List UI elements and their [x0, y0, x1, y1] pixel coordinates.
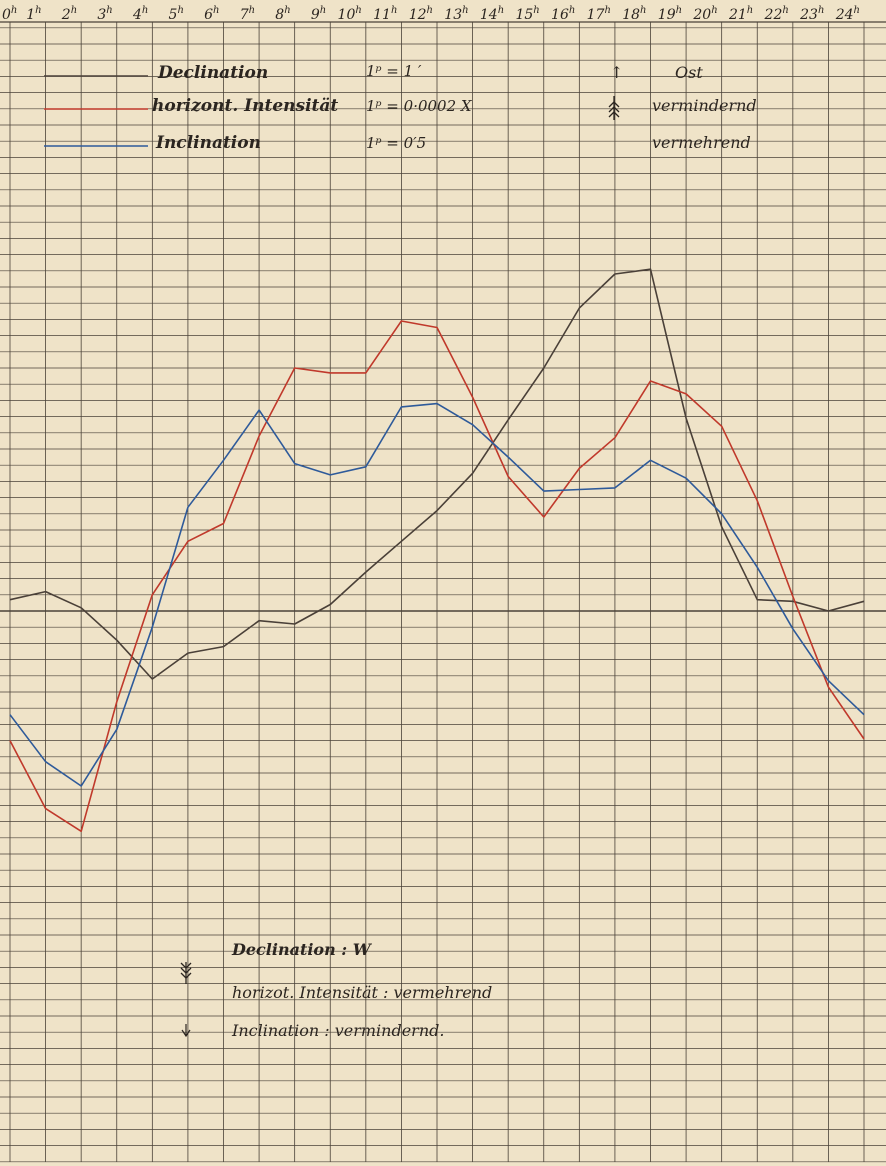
legend-direction-declination: Ost	[675, 63, 703, 82]
legend-scale-horizontal-intensity: 1ᵖ = 0·0002 X	[366, 97, 473, 115]
note-inclination: Inclination : vermindernd.	[231, 1021, 444, 1040]
note-declination: Declination : W	[231, 940, 373, 959]
legend: Declination 1ᵖ = 1 ′ ↑ Ost horizont. Int…	[44, 62, 757, 153]
series-line-horizont-intensit-t	[9, 320, 865, 833]
legend-direction-inclination: vermehrend	[652, 133, 751, 152]
note-inclination-arrow-icon	[181, 1024, 191, 1038]
grid-lines	[0, 21, 886, 1163]
series-line-declination	[9, 268, 865, 680]
ost-arrow-icon: ↑	[610, 63, 623, 82]
note-horizontal-intensity: horizot. Intensität : vermehrend	[232, 983, 492, 1002]
legend-label-horizontal-intensity: horizont. Intensität	[152, 96, 338, 116]
note-declination-arrow-icon	[180, 962, 192, 984]
double-feather-arrow-icon	[608, 96, 620, 120]
series-line-inclination	[9, 402, 865, 787]
legend-label-inclination: Inclination	[155, 133, 261, 153]
legend-scale-declination: 1ᵖ = 1 ′	[366, 62, 422, 80]
data-series	[9, 268, 865, 833]
legend-direction-horizontal-intensity: vermindernd	[652, 96, 757, 115]
legend-scale-inclination: 1ᵖ = 0′5	[366, 134, 426, 152]
legend-label-declination: Declination	[157, 63, 268, 83]
bottom-notes: Declination : W horizot. Intensität : ve…	[180, 940, 492, 1040]
